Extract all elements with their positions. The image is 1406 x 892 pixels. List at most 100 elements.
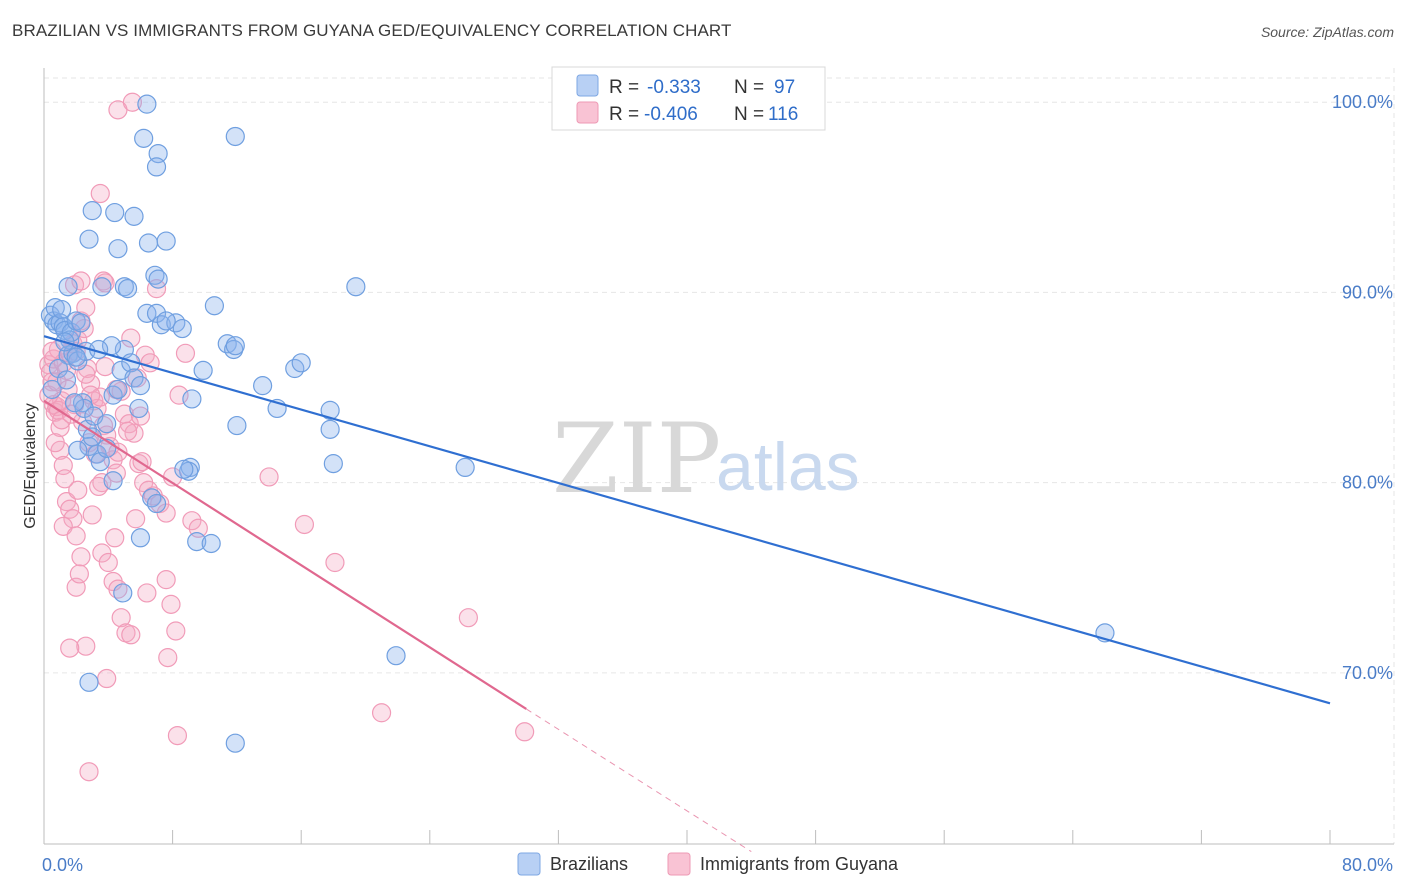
brazilian-point-56 bbox=[146, 157, 167, 177]
legend-n-label-1: N = bbox=[734, 77, 764, 98]
guyana-point-92 bbox=[55, 469, 75, 489]
guyana-point-7 bbox=[50, 417, 70, 438]
brazilian-point-83 bbox=[79, 672, 99, 692]
guyana-point-95 bbox=[325, 552, 345, 573]
y-tick-label-3: 100.0% bbox=[1332, 92, 1393, 112]
guyana-points bbox=[39, 92, 535, 782]
bottom-legend-label-brazilians: Brazilians bbox=[550, 854, 628, 874]
guyana-point-68 bbox=[97, 668, 117, 689]
bottom-legend-swatch-blue bbox=[517, 852, 541, 876]
brazilian-point-73 bbox=[346, 277, 366, 297]
watermark: ZIP atlas bbox=[552, 403, 860, 515]
guyana-point-86 bbox=[130, 406, 151, 426]
top-legend: R = -0.333 N = 97 R = -0.406 N = 116 bbox=[551, 66, 826, 131]
guyana-point-88 bbox=[108, 442, 128, 462]
brazilian-point-43 bbox=[114, 277, 134, 297]
legend-n-value-1: 97 bbox=[774, 77, 795, 98]
brazilian-point-15 bbox=[42, 379, 62, 400]
guyana-point-60 bbox=[111, 608, 131, 628]
brazilian-trend-line bbox=[43, 335, 1331, 705]
guyana-point-52 bbox=[71, 547, 91, 567]
brazilian-point-51 bbox=[82, 201, 102, 221]
legend-swatch-blue bbox=[576, 74, 599, 97]
brazilian-point-54 bbox=[134, 128, 154, 148]
guyana-point-112 bbox=[45, 433, 65, 453]
brazilian-point-64 bbox=[182, 389, 202, 409]
y-axis-label: GED/Equivalency bbox=[22, 403, 39, 528]
guyana-point-97 bbox=[458, 608, 478, 628]
bottom-legend-label-guyana: Immigrants from Guyana bbox=[700, 854, 899, 874]
brazilian-point-35 bbox=[137, 303, 157, 323]
guyana-trend-line bbox=[43, 399, 527, 710]
guyana-point-108 bbox=[69, 564, 89, 584]
brazilian-point-48 bbox=[108, 239, 128, 259]
guyana-point-98 bbox=[515, 722, 535, 742]
guyana-point-64 bbox=[156, 570, 176, 590]
guyana-point-62 bbox=[121, 625, 141, 645]
y-tick-label-1: 80.0% bbox=[1342, 473, 1393, 493]
brazilian-point-32 bbox=[124, 368, 144, 388]
trend-lines bbox=[43, 335, 1331, 853]
guyana-point-63 bbox=[137, 583, 157, 603]
brazilian-point-52 bbox=[105, 202, 125, 223]
guyana-point-78 bbox=[95, 273, 115, 293]
brazilian-point-47 bbox=[79, 229, 99, 249]
brazilian-point-94 bbox=[103, 471, 123, 491]
guyana-point-93 bbox=[259, 467, 279, 487]
guyana-point-55 bbox=[60, 638, 80, 658]
brazilian-point-19 bbox=[74, 398, 94, 419]
guyana-point-41 bbox=[169, 385, 189, 405]
brazilian-point-50 bbox=[156, 231, 176, 251]
brazilian-point-14 bbox=[71, 313, 91, 333]
y-tick-label-0: 70.0% bbox=[1342, 663, 1393, 683]
brazilian-point-36 bbox=[146, 303, 167, 323]
brazilian-point-27 bbox=[108, 379, 128, 400]
brazilian-point-45 bbox=[92, 277, 112, 297]
brazilian-point-95 bbox=[97, 414, 117, 434]
guyana-point-65 bbox=[161, 594, 181, 614]
brazilian-point-53 bbox=[124, 206, 144, 226]
bottom-legend: Brazilians Immigrants from Guyana bbox=[517, 852, 899, 876]
brazilian-point-70 bbox=[320, 400, 340, 420]
legend-swatch-pink bbox=[576, 101, 599, 124]
guyana-point-32 bbox=[119, 414, 139, 434]
brazilian-point-41 bbox=[145, 265, 165, 285]
guyana-point-43 bbox=[182, 511, 202, 531]
guyana-point-99 bbox=[42, 341, 62, 361]
guyana-point-109 bbox=[105, 528, 125, 548]
guyana-point-54 bbox=[76, 636, 96, 656]
brazilian-point-63 bbox=[193, 360, 213, 381]
guyana-point-80 bbox=[121, 328, 141, 348]
brazilian-point-84 bbox=[225, 733, 245, 753]
brazilian-point-71 bbox=[320, 419, 340, 439]
guyana-point-69 bbox=[79, 762, 99, 782]
brazilian-point-16 bbox=[48, 358, 69, 379]
guyana-point-115 bbox=[95, 357, 115, 377]
brazilian-points bbox=[40, 94, 1115, 753]
brazilian-point-58 bbox=[225, 126, 245, 147]
x-tick-label-max: 80.0% bbox=[1342, 855, 1393, 875]
y-tick-label-2: 90.0% bbox=[1342, 282, 1393, 302]
brazilian-point-91 bbox=[66, 347, 86, 367]
guyana-point-107 bbox=[82, 505, 102, 525]
guyana-point-110 bbox=[126, 509, 146, 529]
guyana-point-50 bbox=[53, 516, 73, 536]
brazilian-point-33 bbox=[130, 376, 151, 396]
guyana-point-70 bbox=[167, 725, 188, 746]
bottom-legend-swatch-pink bbox=[667, 852, 691, 876]
brazilian-point-34 bbox=[129, 398, 149, 419]
axes bbox=[43, 68, 1394, 845]
legend-n-label-2: N = bbox=[734, 104, 764, 125]
brazilian-point-40 bbox=[156, 311, 176, 331]
guyana-point-57 bbox=[98, 552, 118, 573]
brazilian-point-72 bbox=[323, 454, 343, 474]
legend-r-label-2: R = bbox=[609, 104, 639, 125]
guyana-point-79 bbox=[76, 298, 96, 318]
x-tick-label-min: 0.0% bbox=[42, 855, 83, 875]
brazilian-point-81 bbox=[201, 533, 221, 554]
brazilian-point-96 bbox=[64, 393, 85, 413]
guyana-point-73 bbox=[90, 183, 110, 204]
brazilian-point-78 bbox=[146, 493, 167, 514]
brazilian-point-65 bbox=[227, 415, 247, 436]
